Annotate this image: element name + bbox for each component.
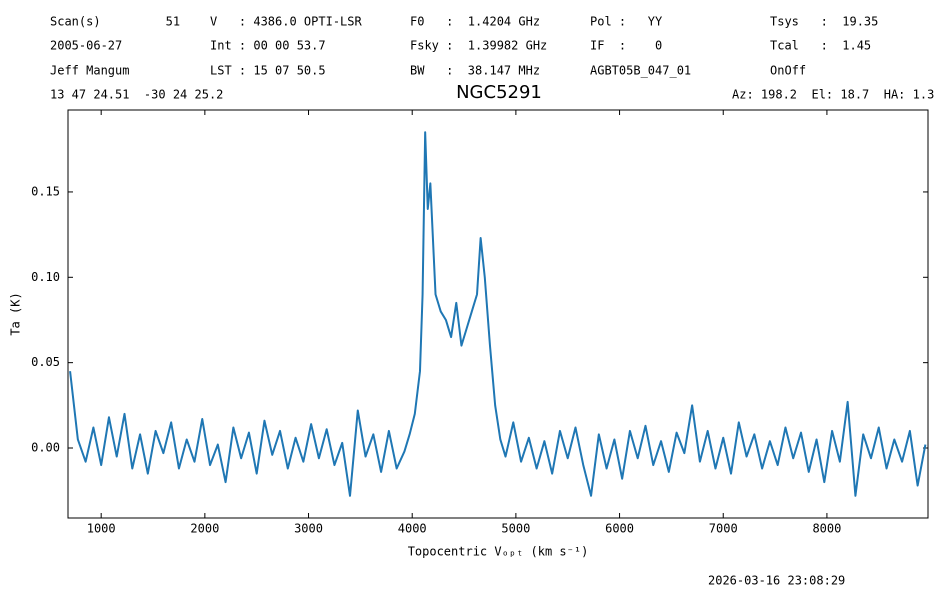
header-text: IF : 0	[590, 39, 662, 53]
y-axis-label: Ta (K)	[9, 292, 23, 335]
y-tick-label: 0.05	[31, 355, 60, 369]
header-text: Int : 00 00 53.7	[210, 39, 326, 53]
header-text: Pol : YY	[590, 15, 663, 29]
header-text: 2005-06-27	[50, 39, 122, 53]
x-tick-label: 4000	[398, 522, 427, 536]
chart-title: NGC5291	[456, 82, 542, 103]
y-tick-label: 0.00	[31, 441, 60, 455]
header-text: Tsys : 19.35	[770, 15, 878, 29]
x-tick-label: 7000	[709, 522, 738, 536]
spectrum-line	[69, 131, 927, 497]
header-text: F0 : 1.4204 GHz	[410, 15, 540, 29]
header-text: Tcal : 1.45	[770, 39, 871, 53]
header-text: BW : 38.147 MHz	[410, 64, 540, 78]
y-tick-label: 0.10	[31, 270, 60, 284]
x-tick-label: 1000	[87, 522, 116, 536]
x-axis-label: Topocentric Vₒₚₜ (km s⁻¹)	[408, 545, 589, 559]
header-text: Scan(s) 51	[50, 15, 180, 29]
header-text: Fsky : 1.39982 GHz	[410, 39, 547, 53]
x-tick-label: 5000	[501, 522, 530, 536]
plot-area	[69, 131, 927, 497]
x-tick-label: 6000	[605, 522, 634, 536]
x-tick-label: 3000	[294, 522, 323, 536]
x-tick-label: 8000	[812, 522, 841, 536]
header-text: OnOff	[770, 64, 806, 78]
header-text: AGBT05B_047_01	[590, 64, 691, 78]
y-tick-label: 0.15	[31, 184, 60, 198]
timestamp: 2026-03-16 23:08:29	[708, 574, 845, 588]
header-text: V : 4386.0 OPTI-LSR	[210, 15, 362, 29]
header-text: 13 47 24.51 -30 24 25.2	[50, 88, 223, 102]
x-tick-label: 2000	[190, 522, 219, 536]
header-text: LST : 15 07 50.5	[210, 64, 326, 78]
header-text: Jeff Mangum	[50, 64, 129, 78]
plot-frame	[67, 109, 929, 519]
header-text: Az: 198.2 El: 18.7 HA: 1.3	[732, 88, 934, 102]
